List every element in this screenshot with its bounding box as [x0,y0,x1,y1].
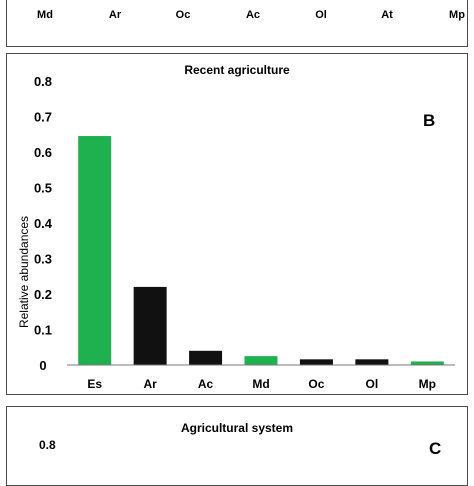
x-tick-label: Ar [143,377,157,391]
top-x-tick-label: Ar [108,9,122,21]
top-x-tick-label: Oc [175,9,191,21]
top-x-tick-label: Md [37,9,53,21]
y-tick-label: 0.5 [34,181,52,196]
y-tick-label: 0.1 [34,323,52,338]
y-axis-label: Relative abundances [17,216,31,328]
top-x-tick-label: Ac [245,9,261,21]
bar-ac [189,350,223,365]
y-tick-label-c: 0.8 [39,438,56,452]
top-chart-panel: Md Ar Oc Ac Ol At Mp [6,0,468,47]
panel-label-c: C [429,439,442,458]
x-tick-label: Ac [198,377,214,391]
bar-ar [133,286,167,365]
bar-es [78,136,112,365]
top-x-tick-label: Ol [315,9,327,21]
y-tick-label: 0.8 [34,74,52,89]
y-tick-label: 0.3 [34,252,52,267]
chart-panel-b: Recent agriculture B 0 0.1 0.2 0.3 0.4 0.5 0.6… [6,53,468,395]
x-tick-label: Ol [366,377,379,391]
y-tick-label: 0.2 [34,287,52,302]
bar-ol [355,359,389,365]
bar-md [244,356,278,365]
chart-title-c: Agricultural system [180,421,294,435]
top-x-tick-label: Mp [449,9,465,21]
x-tick-label: Md [252,377,269,391]
y-tick-label: 0.7 [34,110,52,125]
bar-mp [410,361,444,365]
bar-chart: 0 0.1 0.2 0.3 0.4 0.5 0.6 0.7 0.8 Es Ar Ac Md Oc Ol Mp… [17,74,455,391]
chart-title: Recent agriculture [184,63,290,77]
y-tick-label: 0.4 [34,216,53,231]
x-tick-label: Oc [308,377,324,391]
chart-panel-c: Agricultural system C 0.8 [6,406,468,486]
x-tick-label: Es [87,377,102,391]
x-tick-label: Mp [419,377,436,391]
y-tick-label: 0 [39,358,46,373]
bar-oc [299,359,333,365]
top-x-tick-label: At [381,9,393,21]
panel-label-b: B [423,111,436,130]
y-tick-label: 0.6 [34,145,52,160]
